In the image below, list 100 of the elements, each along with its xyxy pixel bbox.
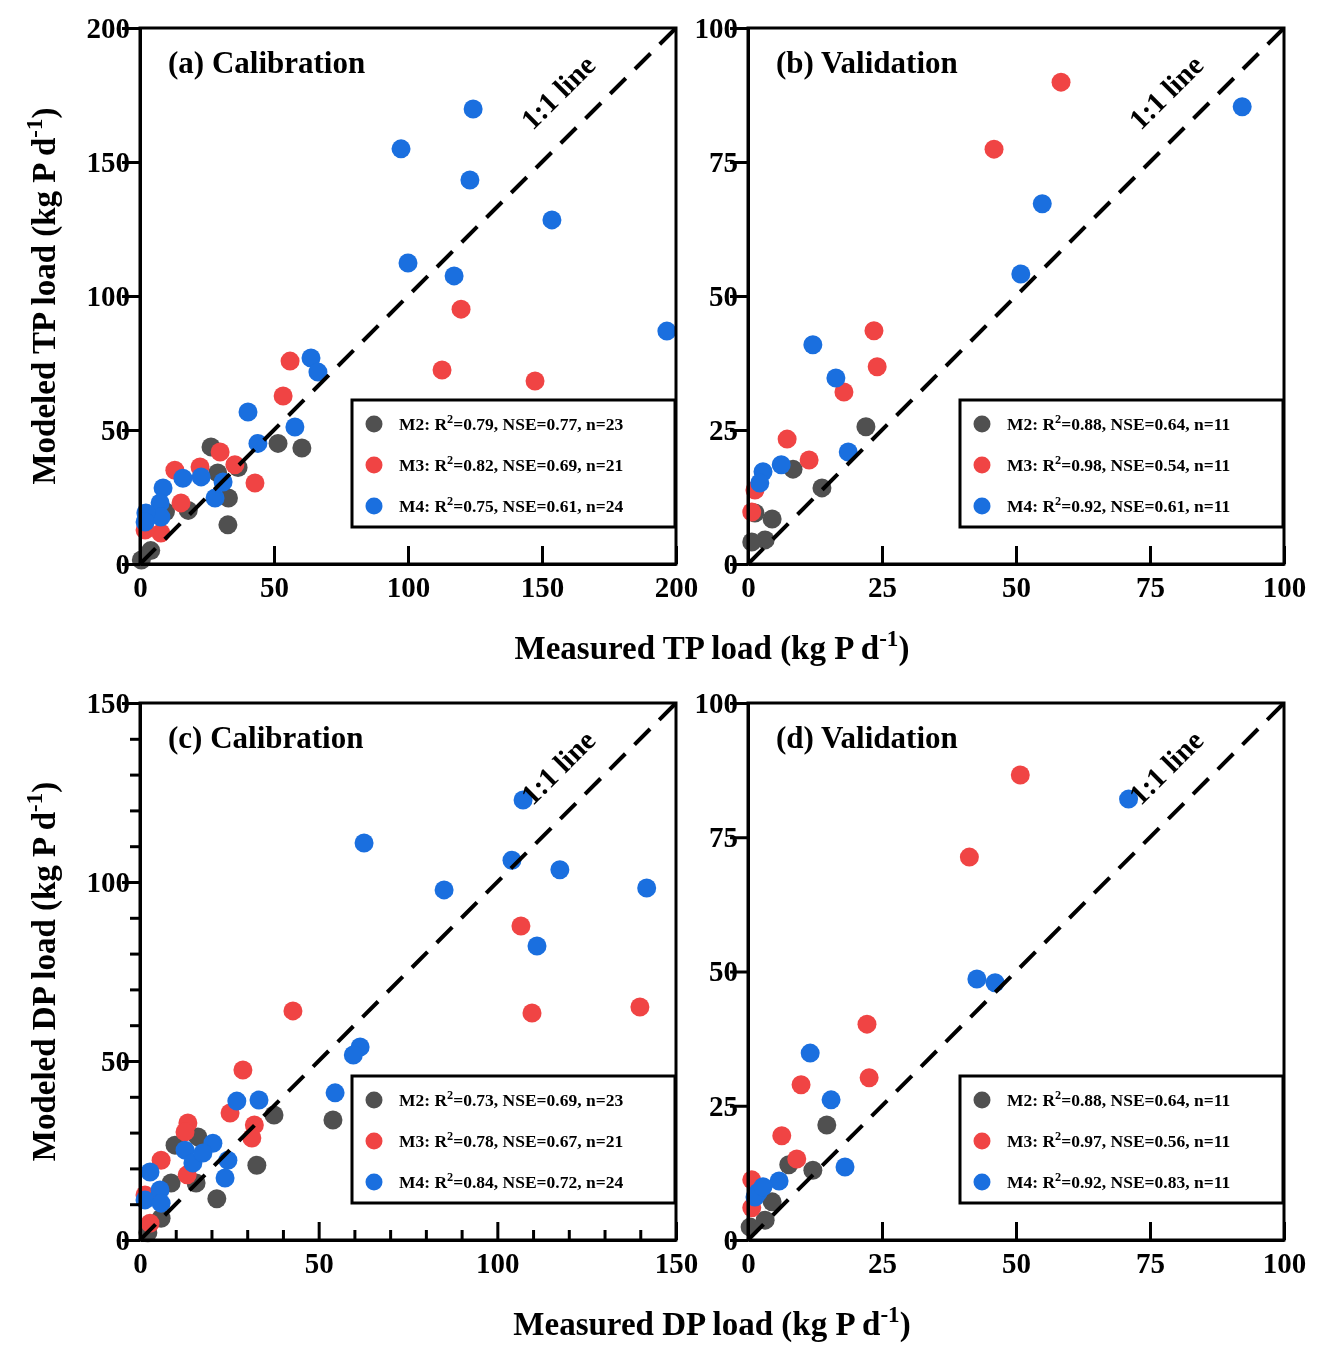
x-tick-label: 50 bbox=[260, 570, 289, 603]
point bbox=[522, 1003, 542, 1023]
x-tick-label: 100 bbox=[1262, 1246, 1307, 1279]
point bbox=[444, 266, 464, 286]
x-tick-label: 200 bbox=[654, 570, 699, 603]
legend-label: M3: R$^{2}$=0.97, NSE=0.56, n=11 bbox=[1007, 1129, 1231, 1151]
point bbox=[280, 351, 300, 371]
legend-label: M4: R$^{2}$=0.92, NSE=0.61, n=11 bbox=[1007, 494, 1231, 516]
legend-label: M3: R$^{2}$=0.78, NSE=0.67, n=21 bbox=[399, 1129, 624, 1151]
point bbox=[772, 1126, 792, 1146]
point bbox=[762, 509, 782, 529]
point bbox=[856, 417, 876, 437]
y-tick-label: 100 bbox=[694, 11, 738, 44]
point bbox=[210, 442, 230, 462]
y-tick-label: 50 bbox=[101, 413, 130, 446]
text: (d) Validation bbox=[776, 720, 958, 755]
point bbox=[354, 833, 374, 853]
point bbox=[207, 1189, 227, 1209]
legend-label: M4: R$^{2}$=0.92, NSE=0.83, n=11 bbox=[1007, 1170, 1231, 1192]
y-tick-label: 150 bbox=[86, 686, 130, 719]
y-tick-label: 150 bbox=[86, 145, 130, 178]
legend-label: M2: R$^{2}$=0.88, NSE=0.64, n=11 bbox=[1007, 412, 1231, 434]
x-tick-label: 75 bbox=[1136, 1246, 1165, 1279]
x-tick-label: 100 bbox=[1262, 570, 1307, 603]
x-tick-label: 25 bbox=[868, 570, 897, 603]
y-tick-label: 100 bbox=[86, 865, 130, 898]
point bbox=[191, 467, 211, 487]
point bbox=[657, 321, 677, 341]
point bbox=[173, 468, 193, 488]
point bbox=[1011, 264, 1031, 284]
point bbox=[753, 1177, 773, 1197]
point bbox=[1051, 72, 1071, 92]
point bbox=[343, 1045, 363, 1065]
point bbox=[525, 371, 545, 391]
point bbox=[285, 417, 305, 437]
point bbox=[803, 1160, 823, 1180]
point bbox=[434, 880, 454, 900]
point bbox=[791, 1075, 811, 1095]
text: 1:1 line bbox=[514, 48, 602, 136]
point bbox=[451, 299, 471, 319]
point bbox=[1032, 194, 1052, 214]
y-tick-label: 50 bbox=[709, 279, 738, 312]
legend-label: M4: R$^{2}$=0.75, NSE=0.61, n=24 bbox=[399, 494, 624, 516]
point bbox=[835, 1157, 855, 1177]
point bbox=[233, 1060, 253, 1080]
point bbox=[817, 1115, 837, 1135]
point bbox=[984, 139, 1004, 159]
point bbox=[460, 170, 480, 190]
text: 1:1 line bbox=[1122, 48, 1210, 136]
point bbox=[1232, 97, 1252, 117]
point bbox=[398, 253, 418, 273]
point bbox=[151, 1193, 171, 1213]
point bbox=[171, 493, 191, 513]
legend-label: M3: R$^{2}$=0.98, NSE=0.54, n=11 bbox=[1007, 453, 1231, 475]
point bbox=[205, 488, 225, 508]
text: 1:1 line bbox=[514, 723, 602, 811]
x-tick-label: 150 bbox=[520, 570, 565, 603]
legend-label: M3: R$^{2}$=0.82, NSE=0.69, n=21 bbox=[399, 453, 624, 475]
point bbox=[215, 1168, 235, 1188]
point bbox=[238, 402, 258, 422]
legend-label: M4: R$^{2}$=0.84, NSE=0.72, n=24 bbox=[399, 1170, 624, 1192]
y-tick-label: 75 bbox=[709, 821, 738, 854]
point bbox=[803, 335, 823, 355]
point bbox=[247, 1155, 267, 1175]
x-tick-label: 50 bbox=[1002, 570, 1031, 603]
point bbox=[826, 368, 846, 388]
point bbox=[249, 1090, 269, 1110]
point bbox=[777, 429, 797, 449]
point bbox=[542, 210, 562, 230]
point bbox=[292, 438, 312, 458]
point bbox=[391, 139, 411, 159]
point bbox=[463, 99, 483, 119]
point bbox=[325, 1083, 345, 1103]
point bbox=[218, 515, 238, 535]
legend-label: M2: R$^{2}$=0.79, NSE=0.77, n=23 bbox=[399, 412, 624, 434]
point bbox=[511, 916, 531, 936]
point bbox=[283, 1001, 303, 1021]
y-tick-label: 25 bbox=[709, 1089, 738, 1122]
point bbox=[273, 386, 293, 406]
y-tick-label: 50 bbox=[101, 1044, 130, 1077]
point bbox=[630, 997, 650, 1017]
x-axis-title: Measured DP load (kg P d$^{-1}$) bbox=[513, 1301, 911, 1343]
legend-label: M2: R$^{2}$=0.73, NSE=0.69, n=23 bbox=[399, 1088, 624, 1110]
x-tick-label: 25 bbox=[868, 1246, 897, 1279]
point bbox=[193, 1143, 213, 1163]
x-tick-label: 150 bbox=[654, 1246, 699, 1279]
point bbox=[308, 362, 328, 382]
point bbox=[432, 360, 452, 380]
point bbox=[821, 1090, 841, 1110]
x-tick-label: 100 bbox=[386, 570, 431, 603]
point bbox=[151, 1150, 171, 1170]
point bbox=[799, 450, 819, 470]
point bbox=[787, 1149, 807, 1169]
y-tick-label: 100 bbox=[694, 686, 738, 719]
point bbox=[527, 936, 547, 956]
x-tick-label: 50 bbox=[1002, 1246, 1031, 1279]
point bbox=[227, 1091, 247, 1111]
point bbox=[834, 382, 854, 402]
point bbox=[301, 348, 321, 368]
x-axis-title: Measured TP load (kg P d$^{-1}$) bbox=[514, 625, 910, 667]
